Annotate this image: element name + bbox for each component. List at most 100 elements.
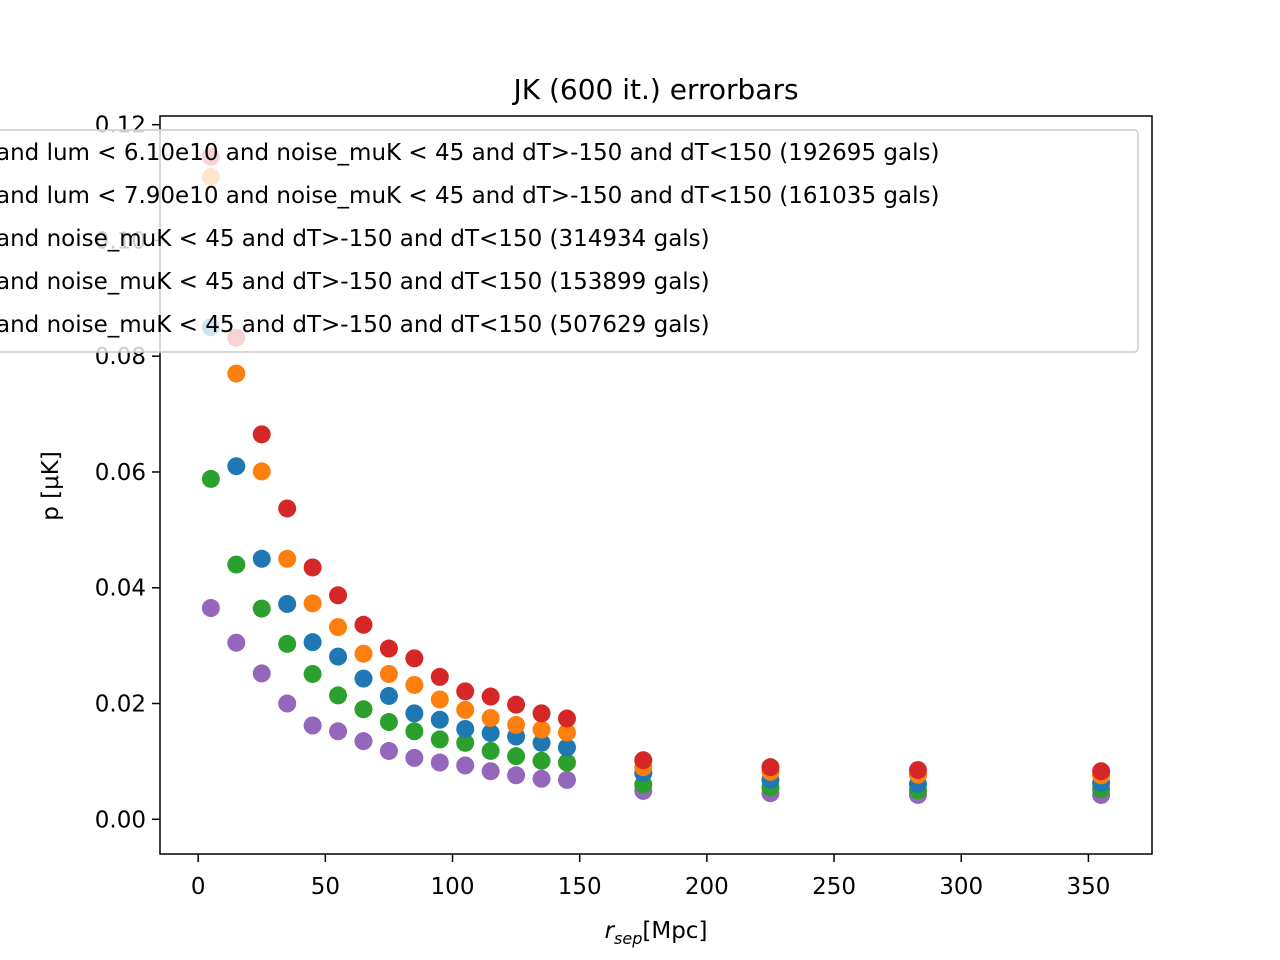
data-point bbox=[507, 766, 526, 785]
x-axis-label-main: r bbox=[605, 918, 616, 944]
data-point bbox=[532, 751, 551, 770]
data-point bbox=[278, 694, 297, 713]
data-point bbox=[354, 669, 373, 688]
data-point bbox=[354, 615, 373, 634]
x-tick-label: 50 bbox=[311, 874, 340, 900]
y-axis-label-group: p [μK] bbox=[38, 451, 64, 521]
data-point bbox=[430, 753, 449, 772]
data-point bbox=[507, 747, 526, 766]
x-tick-label: 100 bbox=[431, 874, 475, 900]
data-point bbox=[252, 462, 271, 481]
legend-box bbox=[0, 129, 1139, 353]
data-point bbox=[354, 644, 373, 663]
data-point bbox=[379, 741, 398, 760]
legend-entry-label: and noise_muK < 45 and dT>-150 and dT<15… bbox=[0, 226, 710, 252]
data-point bbox=[329, 586, 348, 605]
data-point bbox=[405, 704, 424, 723]
data-point bbox=[481, 741, 500, 760]
data-point bbox=[507, 715, 526, 734]
data-point bbox=[405, 722, 424, 741]
data-point bbox=[201, 599, 220, 617]
data-point bbox=[303, 716, 322, 735]
series-4 bbox=[201, 167, 1111, 785]
data-point bbox=[303, 558, 322, 577]
y-tick-label: 0.06 bbox=[95, 460, 146, 486]
x-axis-label: rsep[Mpc] bbox=[605, 918, 708, 948]
x-tick-label: 350 bbox=[1066, 874, 1110, 900]
data-point bbox=[456, 756, 475, 775]
data-point bbox=[303, 594, 322, 613]
data-point bbox=[481, 687, 500, 706]
data-point bbox=[908, 761, 927, 780]
data-point bbox=[278, 499, 297, 518]
data-point bbox=[227, 633, 246, 652]
data-point bbox=[278, 634, 297, 653]
x-tick-label: 300 bbox=[939, 874, 983, 900]
data-point bbox=[456, 733, 475, 752]
data-point bbox=[557, 738, 576, 757]
data-point bbox=[252, 664, 271, 683]
data-point bbox=[379, 686, 398, 705]
data-point bbox=[532, 769, 551, 788]
y-axis-label: p [μK] bbox=[38, 451, 64, 521]
x-axis-label-unit: [Mpc] bbox=[642, 918, 707, 944]
data-point bbox=[557, 723, 576, 742]
data-point bbox=[278, 594, 297, 613]
data-point bbox=[456, 682, 475, 701]
legend: and lum < 6.10e10 and noise_muK < 45 and… bbox=[0, 129, 1139, 353]
data-point bbox=[201, 469, 220, 488]
data-point bbox=[1092, 762, 1111, 781]
legend-entry-label: and noise_muK < 45 and dT>-150 and dT<15… bbox=[0, 269, 710, 295]
data-point bbox=[557, 709, 576, 728]
data-point bbox=[252, 549, 271, 568]
axis-ticks: 0 50 100 150 200 250 300 3500.000.020.040.060.0… bbox=[95, 113, 1111, 900]
data-point bbox=[634, 751, 653, 770]
data-point bbox=[507, 695, 526, 714]
data-point bbox=[252, 599, 271, 618]
data-point bbox=[481, 724, 500, 743]
data-point bbox=[557, 770, 576, 789]
data-point bbox=[532, 733, 551, 752]
data-point bbox=[532, 704, 551, 723]
y-tick-label: 0.02 bbox=[95, 692, 146, 718]
data-point bbox=[329, 722, 348, 741]
x-tick-label: 150 bbox=[558, 874, 602, 900]
data-point bbox=[430, 730, 449, 749]
y-tick-label: 0.04 bbox=[95, 576, 146, 602]
data-point bbox=[303, 664, 322, 683]
x-tick-label: 200 bbox=[685, 874, 729, 900]
data-point bbox=[227, 555, 246, 574]
data-point bbox=[532, 720, 551, 739]
data-point bbox=[227, 457, 246, 476]
data-point bbox=[430, 667, 449, 686]
data-point bbox=[303, 633, 322, 652]
data-point bbox=[405, 649, 424, 668]
series-3 bbox=[201, 318, 1111, 793]
data-point bbox=[481, 708, 500, 727]
data-point bbox=[456, 719, 475, 738]
chart-title: JK (600 it.) errorbars bbox=[511, 73, 798, 106]
data-point bbox=[379, 639, 398, 658]
data-point bbox=[227, 364, 246, 383]
y-tick-label: 0.00 bbox=[95, 807, 146, 833]
data-point bbox=[761, 758, 780, 777]
data-point bbox=[278, 549, 297, 568]
data-point bbox=[379, 713, 398, 732]
data-point bbox=[430, 690, 449, 709]
legend-entry-label: and lum < 6.10e10 and noise_muK < 45 and… bbox=[0, 140, 939, 166]
legend-entry-label: and lum < 7.90e10 and noise_muK < 45 and… bbox=[0, 183, 939, 209]
x-tick-label: 250 bbox=[812, 874, 856, 900]
data-point bbox=[379, 664, 398, 683]
data-point bbox=[405, 748, 424, 767]
x-tick-label: 0 bbox=[191, 874, 206, 900]
data-point bbox=[354, 732, 373, 751]
data-point bbox=[252, 425, 271, 444]
legend-entry-label: and noise_muK < 45 and dT>-150 and dT<15… bbox=[0, 312, 710, 338]
data-point bbox=[405, 675, 424, 694]
x-axis-label-sub: sep bbox=[614, 929, 642, 948]
data-point bbox=[329, 647, 348, 666]
plot-area-frame bbox=[159, 115, 1153, 855]
data-point bbox=[329, 686, 348, 705]
data-point bbox=[430, 710, 449, 729]
